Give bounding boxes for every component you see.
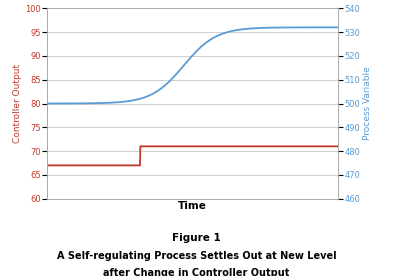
- Text: Figure 1: Figure 1: [172, 233, 221, 243]
- Y-axis label: Process Variable: Process Variable: [363, 67, 372, 140]
- Y-axis label: Controller Output: Controller Output: [13, 64, 22, 143]
- Text: A Self-regulating Process Settles Out at New Level: A Self-regulating Process Settles Out at…: [57, 251, 336, 261]
- Text: after Change in Controller Output: after Change in Controller Output: [103, 268, 290, 276]
- X-axis label: Time: Time: [178, 201, 207, 211]
